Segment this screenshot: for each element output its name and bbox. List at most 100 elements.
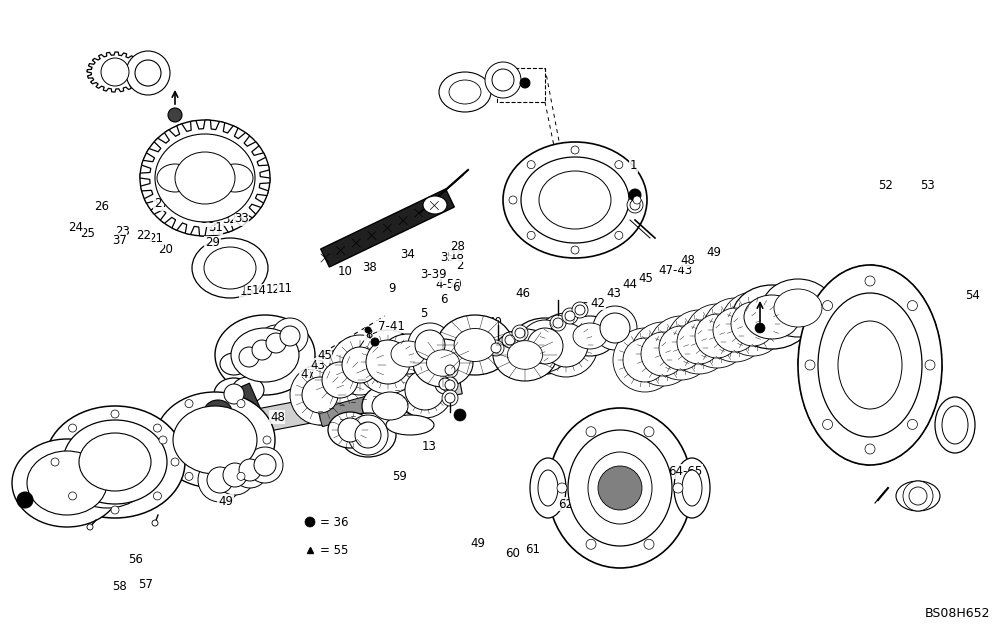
Text: 45: 45 xyxy=(638,272,653,284)
Circle shape xyxy=(111,506,119,514)
Text: 1: 1 xyxy=(630,159,638,172)
Circle shape xyxy=(512,325,528,341)
Text: 16: 16 xyxy=(228,278,243,291)
Text: 60: 60 xyxy=(505,547,520,560)
Circle shape xyxy=(445,380,455,390)
Circle shape xyxy=(254,454,276,476)
Circle shape xyxy=(721,292,785,356)
Text: 45: 45 xyxy=(317,349,332,362)
Text: 17: 17 xyxy=(240,260,255,273)
Ellipse shape xyxy=(564,316,616,356)
Circle shape xyxy=(630,200,640,210)
Ellipse shape xyxy=(62,436,152,508)
Text: 21: 21 xyxy=(148,233,163,245)
Text: 56: 56 xyxy=(128,554,143,566)
Text: 48: 48 xyxy=(270,411,285,423)
Circle shape xyxy=(355,422,381,448)
Polygon shape xyxy=(321,189,454,267)
Text: 52: 52 xyxy=(878,179,893,192)
Text: 35: 35 xyxy=(440,252,455,264)
Circle shape xyxy=(667,310,731,374)
Text: 18: 18 xyxy=(450,249,465,262)
Circle shape xyxy=(572,302,588,318)
Circle shape xyxy=(263,436,271,444)
Circle shape xyxy=(557,483,567,493)
Circle shape xyxy=(629,189,641,201)
Ellipse shape xyxy=(503,142,647,258)
Circle shape xyxy=(520,78,530,88)
Text: 15: 15 xyxy=(240,286,255,298)
Text: 63: 63 xyxy=(655,488,670,501)
Circle shape xyxy=(266,333,286,353)
Text: 48: 48 xyxy=(680,254,695,267)
Text: 43: 43 xyxy=(606,288,621,300)
Ellipse shape xyxy=(155,392,275,488)
Ellipse shape xyxy=(798,265,942,465)
Ellipse shape xyxy=(140,120,270,236)
Circle shape xyxy=(111,410,119,418)
Text: 47-43: 47-43 xyxy=(658,264,692,277)
Circle shape xyxy=(509,196,517,204)
Circle shape xyxy=(356,330,420,394)
Circle shape xyxy=(305,517,315,527)
Text: 6: 6 xyxy=(452,281,460,294)
Circle shape xyxy=(571,246,579,254)
Text: = 55: = 55 xyxy=(320,544,348,557)
Ellipse shape xyxy=(372,392,408,420)
Text: 7-41: 7-41 xyxy=(378,320,405,332)
Circle shape xyxy=(185,472,193,480)
Ellipse shape xyxy=(362,384,418,428)
Polygon shape xyxy=(140,120,270,236)
Circle shape xyxy=(366,340,410,384)
Ellipse shape xyxy=(935,397,975,453)
Ellipse shape xyxy=(439,72,491,112)
Text: 14: 14 xyxy=(252,284,267,297)
Circle shape xyxy=(348,415,388,455)
Text: 13: 13 xyxy=(422,440,437,453)
Circle shape xyxy=(51,458,59,466)
Text: 22: 22 xyxy=(136,229,151,241)
Ellipse shape xyxy=(510,318,580,374)
Ellipse shape xyxy=(539,171,611,229)
Text: 43: 43 xyxy=(310,359,325,372)
Circle shape xyxy=(502,332,518,348)
Circle shape xyxy=(231,339,267,375)
Text: 54: 54 xyxy=(965,289,980,302)
Ellipse shape xyxy=(220,353,248,375)
Text: 20: 20 xyxy=(158,243,173,255)
Text: 46: 46 xyxy=(515,288,530,300)
Circle shape xyxy=(623,338,667,382)
Text: 5: 5 xyxy=(420,307,427,320)
Ellipse shape xyxy=(548,408,692,568)
Circle shape xyxy=(232,452,268,488)
Text: 19: 19 xyxy=(216,252,231,264)
Text: BS08H652: BS08H652 xyxy=(924,607,990,620)
Text: 33: 33 xyxy=(234,212,249,225)
Circle shape xyxy=(445,393,455,403)
Text: 46: 46 xyxy=(445,333,460,346)
Circle shape xyxy=(239,459,261,481)
Ellipse shape xyxy=(437,315,513,375)
Circle shape xyxy=(171,458,179,466)
Ellipse shape xyxy=(682,470,702,506)
Ellipse shape xyxy=(386,415,434,435)
Circle shape xyxy=(215,455,255,495)
Text: 43: 43 xyxy=(424,341,439,353)
Circle shape xyxy=(615,231,623,240)
Text: 62: 62 xyxy=(558,498,573,511)
Circle shape xyxy=(310,350,370,410)
Circle shape xyxy=(907,301,917,310)
Text: 34: 34 xyxy=(400,248,415,260)
Circle shape xyxy=(505,335,515,345)
Text: 18: 18 xyxy=(570,308,585,321)
Ellipse shape xyxy=(215,315,315,395)
Ellipse shape xyxy=(157,164,193,192)
Ellipse shape xyxy=(232,377,264,403)
Ellipse shape xyxy=(538,470,558,506)
Circle shape xyxy=(649,316,713,380)
Circle shape xyxy=(247,447,283,483)
Circle shape xyxy=(408,323,452,367)
Ellipse shape xyxy=(588,452,652,524)
Text: 32: 32 xyxy=(222,213,237,226)
Circle shape xyxy=(280,326,300,346)
